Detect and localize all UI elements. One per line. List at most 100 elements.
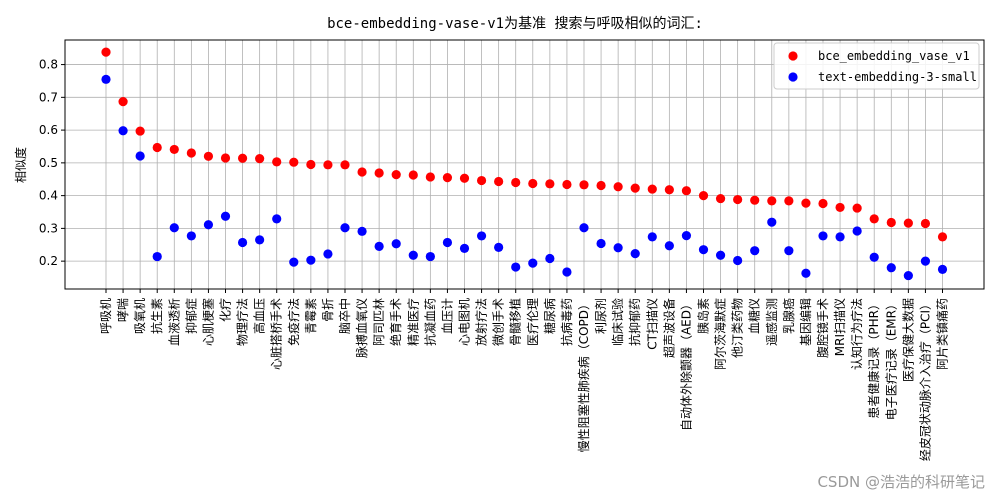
point-bce xyxy=(306,159,316,170)
x-tick-label: 阿尔茨海默症 xyxy=(713,298,728,370)
x-tick-label: 精准医疗 xyxy=(406,298,420,346)
y-tick-label: 0.5 xyxy=(39,156,58,170)
x-tick-label: 他汀类药物 xyxy=(731,298,745,358)
point-text-embedding xyxy=(340,223,350,233)
point-bce xyxy=(835,202,845,213)
x-tick-label: 胰岛素 xyxy=(696,298,711,334)
point-text-embedding xyxy=(186,231,196,241)
point-bce xyxy=(733,194,743,205)
point-bce xyxy=(613,182,623,192)
x-tick-label: 利尿剂 xyxy=(593,298,608,334)
point-bce xyxy=(801,198,811,208)
point-bce xyxy=(357,167,367,177)
point-bce xyxy=(886,217,896,228)
x-tick-label: MRI扫描仪 xyxy=(833,298,847,356)
point-bce xyxy=(647,184,657,194)
point-text-embedding xyxy=(698,245,709,255)
point-bce xyxy=(528,178,538,189)
x-tick-label: 骨折 xyxy=(320,298,335,322)
x-tick-label: 患者健康记录（PHR） xyxy=(866,298,881,419)
point-bce xyxy=(664,185,674,195)
point-bce xyxy=(715,193,726,204)
point-text-embedding xyxy=(630,249,640,259)
point-text-embedding xyxy=(903,270,913,281)
y-tick-label: 0.7 xyxy=(39,90,58,104)
x-tick-label: 抗病毒药 xyxy=(559,298,574,346)
x-tick-label: 经皮冠状动脉介入治疗（PCI） xyxy=(917,298,932,461)
x-tick-label: 乳腺癌 xyxy=(781,298,796,334)
point-text-embedding xyxy=(579,223,589,233)
x-tick-label: 抑郁症 xyxy=(183,298,198,334)
point-text-embedding xyxy=(784,246,794,256)
point-bce xyxy=(698,191,709,201)
point-bce xyxy=(784,196,794,206)
x-tick-label: 认知行为疗法 xyxy=(850,298,864,370)
point-bce xyxy=(750,195,760,205)
point-text-embedding xyxy=(869,252,879,262)
x-tick-label: 电子医疗记录（EMR） xyxy=(884,298,898,420)
point-text-embedding xyxy=(494,242,504,252)
point-bce xyxy=(852,203,862,213)
x-tick-label: 医疗伦理 xyxy=(525,298,540,346)
x-tick-label: 骨髓移植 xyxy=(508,298,523,346)
point-text-embedding xyxy=(391,239,401,249)
point-text-embedding xyxy=(118,126,128,136)
y-tick-label: 0.4 xyxy=(39,189,58,203)
x-tick-label: 心电图机 xyxy=(458,298,472,346)
point-bce xyxy=(562,179,572,190)
y-axis-label: 相似度 xyxy=(13,147,28,183)
point-text-embedding xyxy=(511,262,521,272)
point-bce xyxy=(869,214,879,224)
point-bce xyxy=(494,176,504,187)
point-text-embedding xyxy=(750,246,760,256)
point-text-embedding xyxy=(835,232,845,242)
y-tick-label: 0.8 xyxy=(39,58,58,72)
legend: bce_embedding_vase_v1 text-embedding-3-sm… xyxy=(773,42,980,90)
x-tick-label: 自动体外除颤器（AED） xyxy=(678,298,693,431)
point-bce xyxy=(442,173,453,183)
x-tick-label: 呼吸机 xyxy=(99,298,113,334)
x-tick-label: 化疗 xyxy=(219,298,233,322)
point-text-embedding xyxy=(272,214,282,224)
x-tick-label: 阿片类镇痛药 xyxy=(935,298,950,370)
x-tick-label: 血液透析 xyxy=(166,298,181,346)
legend-label: text-embedding-3-small xyxy=(818,70,977,84)
point-text-embedding xyxy=(715,250,726,260)
point-text-embedding xyxy=(596,238,606,249)
point-bce xyxy=(289,157,299,167)
point-text-embedding xyxy=(647,232,657,242)
x-tick-label: 微创手术 xyxy=(492,298,506,346)
point-bce xyxy=(408,170,418,180)
point-text-embedding xyxy=(476,231,487,241)
point-text-embedding xyxy=(357,226,367,236)
data-points xyxy=(101,47,948,281)
x-tick-label: 血压计 xyxy=(440,298,454,334)
point-bce xyxy=(169,144,179,155)
point-bce xyxy=(920,218,931,229)
point-text-embedding xyxy=(306,255,316,265)
point-bce xyxy=(237,153,248,163)
x-tick-label: 慢性阻塞性肺疾病（COPD） xyxy=(576,298,591,452)
x-tick-label: 脑卒中 xyxy=(337,298,352,334)
point-bce xyxy=(374,168,384,178)
x-tick-label: 抗抑郁药 xyxy=(627,298,642,346)
point-text-embedding xyxy=(425,251,435,262)
point-bce xyxy=(203,151,214,161)
point-text-embedding xyxy=(169,223,179,233)
point-text-embedding xyxy=(442,237,453,248)
point-text-embedding xyxy=(203,220,214,230)
point-bce xyxy=(545,179,555,189)
point-text-embedding xyxy=(852,226,862,236)
point-text-embedding xyxy=(664,241,674,251)
point-bce xyxy=(579,180,589,190)
x-tick-label: 抗生素 xyxy=(149,298,164,334)
point-bce xyxy=(323,160,333,170)
point-text-embedding xyxy=(818,231,828,241)
point-bce xyxy=(186,148,196,158)
y-tick-label: 0.6 xyxy=(39,123,58,137)
point-bce xyxy=(596,180,606,191)
x-tick-label: 超声波设备 xyxy=(661,298,676,358)
x-tick-label: 物理疗法 xyxy=(236,298,250,346)
point-bce xyxy=(340,160,350,170)
